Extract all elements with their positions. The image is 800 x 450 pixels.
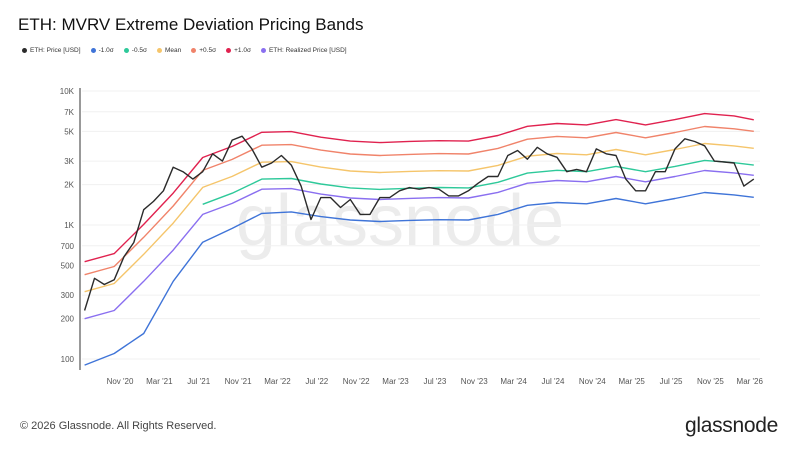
x-tick-label: Nov '25 <box>697 377 724 386</box>
legend-item-minus-0-5[interactable]: -0.5σ <box>123 47 147 54</box>
chart-title: ETH: MVRV Extreme Deviation Pricing Band… <box>18 15 364 34</box>
x-tick-label: Nov '20 <box>107 377 134 386</box>
x-tick-label: Mar '25 <box>618 377 645 386</box>
legend-label: +1.0σ <box>234 47 251 54</box>
legend-item-mean[interactable]: Mean <box>157 47 181 54</box>
x-tick-label: Nov '21 <box>225 377 252 386</box>
glassnode-logo: glassnode <box>684 414 778 437</box>
eth-price-line <box>83 135 755 311</box>
x-tick-label: Nov '23 <box>461 377 488 386</box>
legend-item-minus-1[interactable]: -1.0σ <box>90 47 114 54</box>
legend-item-plus-0-5[interactable]: +0.5σ <box>191 47 216 54</box>
y-tick-label: 5K <box>64 127 74 136</box>
y-tick-label: 200 <box>61 315 75 324</box>
x-tick-label: Jul '23 <box>423 377 446 386</box>
x-tick-label: Nov '24 <box>579 377 606 386</box>
x-tick-label: Mar '24 <box>500 377 527 386</box>
y-tick-label: 300 <box>61 291 75 300</box>
legend-swatch <box>22 48 27 53</box>
band-mean-line <box>84 142 754 293</box>
legend-swatch <box>226 48 232 53</box>
y-tick-label: 3K <box>64 157 74 166</box>
y-tick-label: 500 <box>61 261 75 270</box>
y-tick-label: 100 <box>61 355 75 364</box>
legend: ETH: Price [USD] -1.0σ -0.5σ Mean +0.5σ … <box>22 47 347 54</box>
legend-item-plus-1[interactable]: +1.0σ <box>226 47 251 54</box>
x-tick-label: Mar '26 <box>737 377 764 386</box>
y-tick-label: 1K <box>64 221 74 230</box>
x-tick-label: Jul '22 <box>305 377 328 386</box>
x-tick-label: Mar '22 <box>264 377 291 386</box>
legend-swatch <box>157 48 162 53</box>
legend-swatch <box>191 48 197 53</box>
legend-swatch <box>123 48 129 53</box>
x-tick-label: Mar '21 <box>146 377 173 386</box>
x-tick-label: Jul '25 <box>660 377 683 386</box>
y-tick-label: 10K <box>60 87 75 96</box>
x-tick-label: Jul '24 <box>542 377 565 386</box>
legend-label: ETH: Realized Price [USD] <box>268 47 347 54</box>
legend-label: -0.5σ <box>131 47 147 54</box>
legend-label: ETH: Price [USD] <box>30 47 81 54</box>
legend-label: +0.5σ <box>199 47 217 54</box>
legend-label: -1.0σ <box>98 47 114 54</box>
legend-swatch <box>90 48 96 53</box>
legend-item-realized[interactable]: ETH: Realized Price [USD] <box>260 47 347 54</box>
y-tick-label: 700 <box>61 242 75 251</box>
copyright: © 2026 Glassnode. All Rights Reserved. <box>20 420 217 432</box>
band-minus-1-line <box>84 191 754 366</box>
band-plus-1-line <box>84 112 754 263</box>
y-tick-label: 7K <box>64 108 74 117</box>
band-minus-0-5-line <box>202 159 754 205</box>
legend-label: Mean <box>165 47 182 54</box>
legend-swatch <box>260 48 266 53</box>
y-tick-label: 2K <box>64 181 74 190</box>
x-tick-label: Mar '23 <box>382 377 409 386</box>
x-tick-label: Jul '21 <box>187 377 210 386</box>
legend-item-price[interactable]: ETH: Price [USD] <box>22 47 81 54</box>
band-plus-0-5-line <box>84 125 754 276</box>
x-tick-label: Nov '22 <box>343 377 370 386</box>
